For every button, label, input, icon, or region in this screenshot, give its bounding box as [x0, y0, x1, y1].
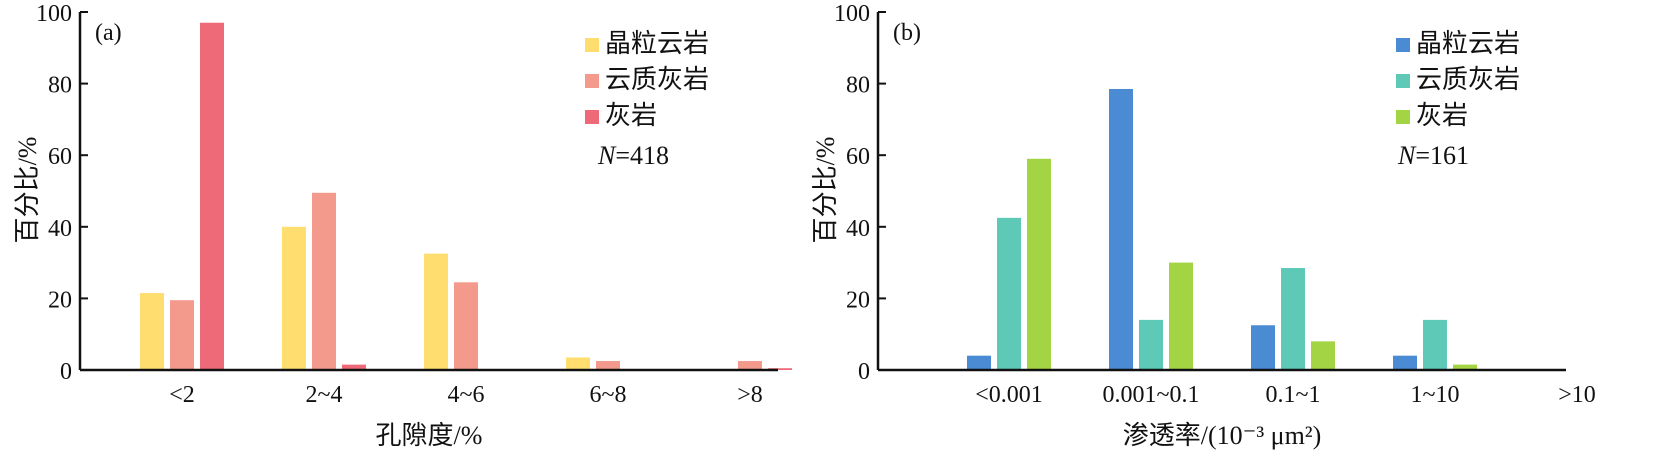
bar-a-s0-c2 — [424, 253, 448, 370]
bar-a-s0-c0 — [140, 293, 164, 370]
x-tick-label: <0.001 — [975, 382, 1043, 408]
x-tick-label: 4~6 — [448, 382, 485, 408]
bar-b-s1-c2 — [1281, 267, 1305, 370]
bar-b-s2-c0 — [1027, 158, 1051, 370]
legend-swatch — [1396, 74, 1410, 88]
y-tick-label: 60 — [48, 144, 72, 170]
bar-b-s0-c3 — [1393, 355, 1417, 370]
legend-label: 灰岩 — [605, 101, 657, 130]
legend-swatch — [1396, 110, 1410, 124]
legend-swatch — [1396, 38, 1410, 52]
y-tick-label: 60 — [846, 144, 870, 170]
y-tick-label: 80 — [48, 73, 72, 99]
legend-swatch — [585, 74, 599, 88]
bar-b-s2-c3 — [1453, 364, 1477, 370]
bar-a-s2-c1 — [342, 364, 366, 370]
bar-a-s1-c3 — [596, 361, 620, 370]
x-tick-label: 0.1~1 — [1266, 382, 1321, 408]
y-tick-label: 20 — [846, 287, 870, 313]
x-tick-label: >8 — [737, 382, 763, 408]
legend-swatch — [585, 110, 599, 124]
x-tick-label: >10 — [1558, 382, 1596, 408]
bar-b-s0-c0 — [967, 355, 991, 370]
bar-a-s2-c0 — [200, 22, 224, 371]
y-tick-label: 40 — [846, 216, 870, 242]
y-axis-title: 百分比/% — [13, 137, 42, 244]
bar-a-s2-c4 — [768, 368, 792, 370]
legend-label: 云质灰岩 — [605, 65, 709, 94]
x-tick-label: 6~8 — [590, 382, 627, 408]
bar-b-s2-c2 — [1311, 341, 1335, 370]
bar-b-s2-c1 — [1169, 262, 1193, 370]
x-tick-label: 2~4 — [306, 382, 343, 408]
x-axis-title: 渗透率/(10⁻³ μm²) — [1123, 421, 1322, 450]
sample-count-label: N=161 — [1397, 141, 1469, 170]
y-tick-label: 100 — [36, 1, 72, 27]
bar-b-s1-c0 — [997, 217, 1021, 370]
y-tick-label: 80 — [846, 73, 870, 99]
x-tick-label: 1~10 — [1411, 382, 1460, 408]
y-tick-label: 40 — [48, 216, 72, 242]
bar-b-s1-c3 — [1423, 319, 1447, 370]
legend-label: 云质灰岩 — [1416, 65, 1520, 94]
legend-label: 晶粒云岩 — [1416, 29, 1520, 58]
bar-a-s1-c2 — [454, 282, 478, 370]
panel-label: (b) — [893, 20, 921, 46]
bar-b-s1-c1 — [1139, 319, 1163, 370]
bar-b-s0-c1 — [1109, 88, 1133, 370]
x-axis-title: 孔隙度/% — [376, 421, 483, 450]
bar-a-s1-c4 — [738, 361, 762, 370]
bar-b-s0-c2 — [1251, 325, 1275, 370]
panel-b-chart: 0 20 40 60 80 100 <0.001 0.001~0.1 0.1~1 1~10 >10 (… — [811, 1, 1596, 450]
y-tick-label: 20 — [48, 287, 72, 313]
bar-a-s0-c3 — [566, 357, 590, 370]
y-tick-label: 100 — [834, 1, 870, 27]
y-tick-label: 0 — [60, 359, 72, 385]
bar-a-s0-c1 — [282, 226, 306, 370]
legend-label: 灰岩 — [1416, 101, 1468, 130]
legend-swatch — [585, 38, 599, 52]
x-tick-label: <2 — [169, 382, 195, 408]
sample-count-label: N=418 — [597, 141, 669, 170]
legend-label: 晶粒云岩 — [605, 29, 709, 58]
y-tick-label: 0 — [858, 359, 870, 385]
y-axis-title: 百分比/% — [811, 137, 840, 244]
x-tick-label: 0.001~0.1 — [1103, 382, 1200, 408]
panel-label: (a) — [95, 20, 122, 46]
bar-a-s1-c0 — [170, 300, 194, 370]
bar-a-s1-c1 — [312, 192, 336, 370]
